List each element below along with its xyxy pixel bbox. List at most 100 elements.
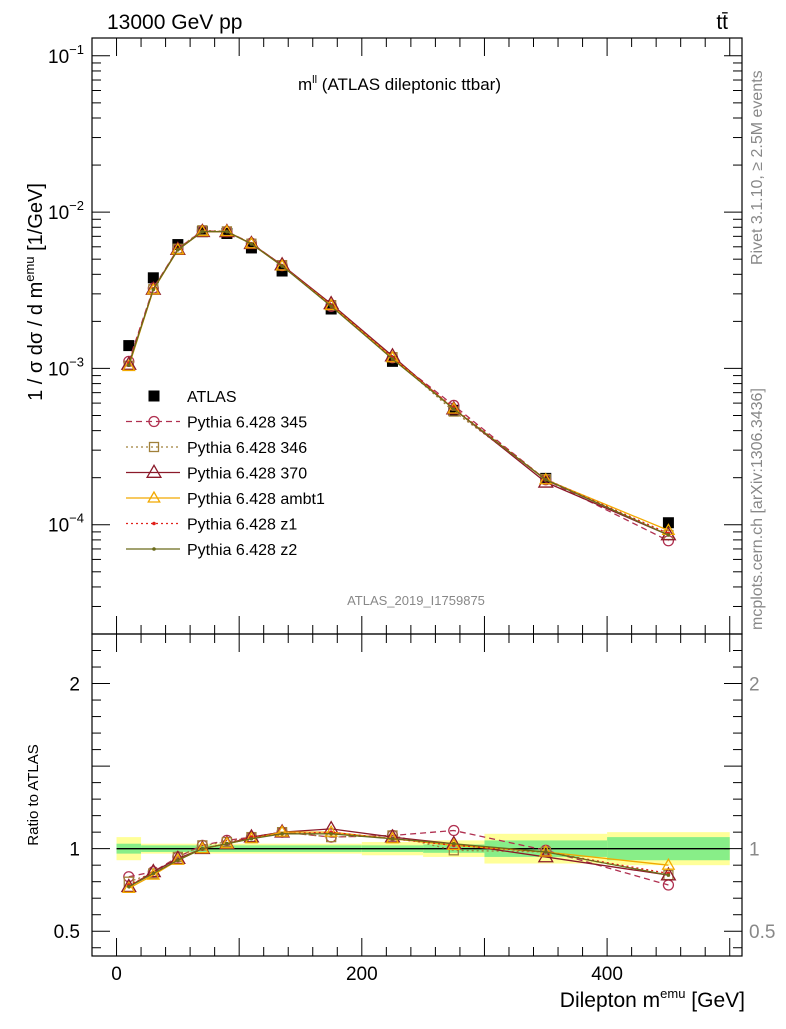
rivet-version-label: Rivet 3.1.10, ≥ 2.5M events: [749, 70, 766, 265]
ratio-y-tick-label: 1: [69, 840, 80, 861]
data-point-atlas: [147, 272, 159, 284]
data-point-pythia-6-428-ambt1: [195, 224, 210, 237]
ratio-y-axis-label: Ratio to ATLAS: [25, 744, 42, 845]
legend-marker: [152, 521, 156, 526]
main-y-axis-label-main: 1 / σ dσ / d m: [25, 282, 47, 401]
main-y-tick-label-base: 10: [48, 359, 69, 380]
legend-marker: [148, 415, 160, 428]
legend-label: Pythia 6.428 370: [187, 466, 307, 483]
ratio-point-pythia-6-428-z2: [176, 858, 180, 863]
ratio-point-pythia-6-428-ambt1: [275, 824, 289, 837]
ratio-point-pythia-6-428-ambt1: [661, 857, 676, 870]
ratio-point-pythia-6-428-ambt1: [385, 831, 400, 844]
data-point-pythia-6-428-ambt1: [446, 401, 461, 414]
series-pythia-6-428-z1: [126, 229, 671, 536]
data-point-pythia-6-428-z2: [126, 363, 131, 367]
plot-title-main: m: [298, 75, 312, 94]
series-pythia-6-428-z2: [126, 229, 671, 537]
ratio-panel-frame: [91, 633, 743, 957]
ratio-point-pythia-6-428-ambt1: [146, 867, 161, 880]
series-atlas: [123, 226, 674, 529]
data-point-pythia-6-428-z2: [451, 407, 456, 411]
ratio-point-pythia-6-428-370: [169, 850, 186, 865]
main-y-tick-label: 10−3: [48, 354, 84, 380]
series-line-pythia-6-428-ambt1: [128, 230, 669, 532]
ratio-point-pythia-6-428-z2: [390, 836, 395, 841]
data-point-pythia-6-428-ambt1: [220, 224, 234, 237]
legend-label: Pythia 6.428 z2: [187, 542, 297, 559]
ratio-line-pythia-6-428-z2: [128, 833, 669, 888]
main-y-tick-label-exponent: −4: [69, 511, 84, 526]
data-point-pythia-6-428-z2: [666, 533, 671, 537]
legend-marker: [152, 547, 156, 551]
data-point-pythia-6-428-ambt1: [121, 359, 136, 372]
ratio-point-pythia-6-428-ambt1: [538, 844, 553, 857]
data-point-pythia-6-428-z2: [249, 242, 254, 246]
data-point-pythia-6-428-370: [120, 355, 137, 370]
data-point-pythia-6-428-z2: [543, 477, 548, 482]
main-y-tick-label-base: 10: [48, 47, 69, 68]
header-right-label: tt̄: [716, 11, 728, 34]
ratio-y-tick-label-right: 2: [749, 675, 760, 696]
main-y-axis-label-superscript: emu: [22, 256, 37, 281]
ratio-point-pythia-6-428-z2: [666, 873, 671, 877]
data-point-atlas: [662, 517, 674, 529]
series-line-pythia-6-428-346: [128, 229, 669, 536]
legend-entry-pythia-6-428-z1: Pythia 6.428 z1: [126, 517, 297, 534]
ratio-y-tick-label: 0.5: [54, 922, 80, 943]
legend-marker: [148, 441, 160, 453]
series-line-pythia-6-428-370: [128, 231, 669, 536]
main-y-tick-label-exponent: −3: [69, 354, 84, 369]
x-axis-label: Dilepton memu [GeV]: [560, 986, 745, 1012]
ratio-point-pythia-6-428-z2: [280, 832, 284, 836]
main-y-axis-label: 1 / σ dσ / d memu [1/GeV]: [22, 183, 47, 401]
ratio-panel: Ratio to ATLAS Dilepton memu [GeV] 0.5 0.…: [25, 633, 775, 1012]
ratio-series-pythia-6-428-z2: [126, 832, 671, 889]
plot-title: mll (ATLAS dileptonic ttbar): [298, 74, 501, 94]
ratio-uncertainty-bands: [116, 832, 730, 866]
ratio-point-pythia-6-428-ambt1: [121, 880, 136, 893]
mcplots-reference-label: mcplots.cern.ch [arXiv:1306.3436]: [749, 388, 766, 630]
data-point-pythia-6-428-z2: [329, 304, 333, 309]
x-tick-label: 400: [591, 964, 623, 985]
data-point-atlas: [123, 340, 135, 352]
main-series-group: [120, 223, 677, 547]
legend-label: Pythia 6.428 346: [187, 440, 307, 457]
header-left-label: 13000 GeV pp: [107, 11, 242, 34]
main-y-tick-label: 10−1: [48, 42, 84, 68]
data-point-pythia-6-428-z2: [390, 357, 395, 361]
data-point-pythia-6-428-z2: [280, 264, 284, 268]
x-axis-label-superscript: emu: [660, 986, 685, 1001]
ratio-y-tick-label-right: 1: [749, 840, 760, 861]
ratio-point-pythia-6-428-370: [384, 828, 401, 843]
data-point-pythia-6-428-z2: [200, 229, 205, 234]
ratio-series-group: [120, 820, 677, 893]
ratio-y-tick-label: 2: [69, 675, 80, 696]
main-y-axis-label-unit: [1/GeV]: [25, 183, 47, 256]
series-pythia-6-428-ambt1: [121, 224, 676, 536]
ratio-y-tick-label-right: 0.5: [749, 922, 775, 943]
legend-label: Pythia 6.428 345: [187, 415, 307, 432]
main-y-tick-label: 10−4: [48, 511, 84, 537]
x-axis-label-unit: [GeV]: [685, 989, 745, 1012]
ratio-point-pythia-6-428-z2: [543, 850, 548, 854]
x-tick-label: 0: [111, 964, 122, 985]
main-axis-ticks: 10−110−210−310−4: [48, 38, 742, 635]
ratio-point-pythia-6-428-370: [445, 835, 462, 850]
legend-marker: [148, 390, 160, 402]
ratio-point-pythia-6-428-370: [243, 828, 260, 843]
legend-entry-atlas: ATLAS: [148, 389, 237, 406]
ratio-axis-ticks: 0.5 0.5 1 1 2 2 0 200 400: [54, 634, 775, 985]
legend-entry-pythia-6-428-ambt1: Pythia 6.428 ambt1: [126, 490, 325, 508]
ratio-point-pythia-6-428-z2: [329, 832, 333, 836]
data-point-pythia-6-428-z2: [151, 287, 156, 292]
plot-title-rest: (ATLAS dileptonic ttbar): [317, 75, 501, 94]
data-point-atlas: [221, 227, 233, 239]
legend-label: Pythia 6.428 z1: [187, 517, 297, 534]
legend-entry-pythia-6-428-z2: Pythia 6.428 z2: [126, 542, 297, 559]
ratio-point-pythia-6-428-z2: [249, 836, 254, 841]
ratio-point-pythia-6-428-z2: [451, 841, 456, 846]
legend: ATLAS Pythia 6.428 345 Pythia 6.428 346 Pyt…: [126, 389, 325, 559]
data-point-pythia-6-428-ambt1: [146, 282, 161, 295]
